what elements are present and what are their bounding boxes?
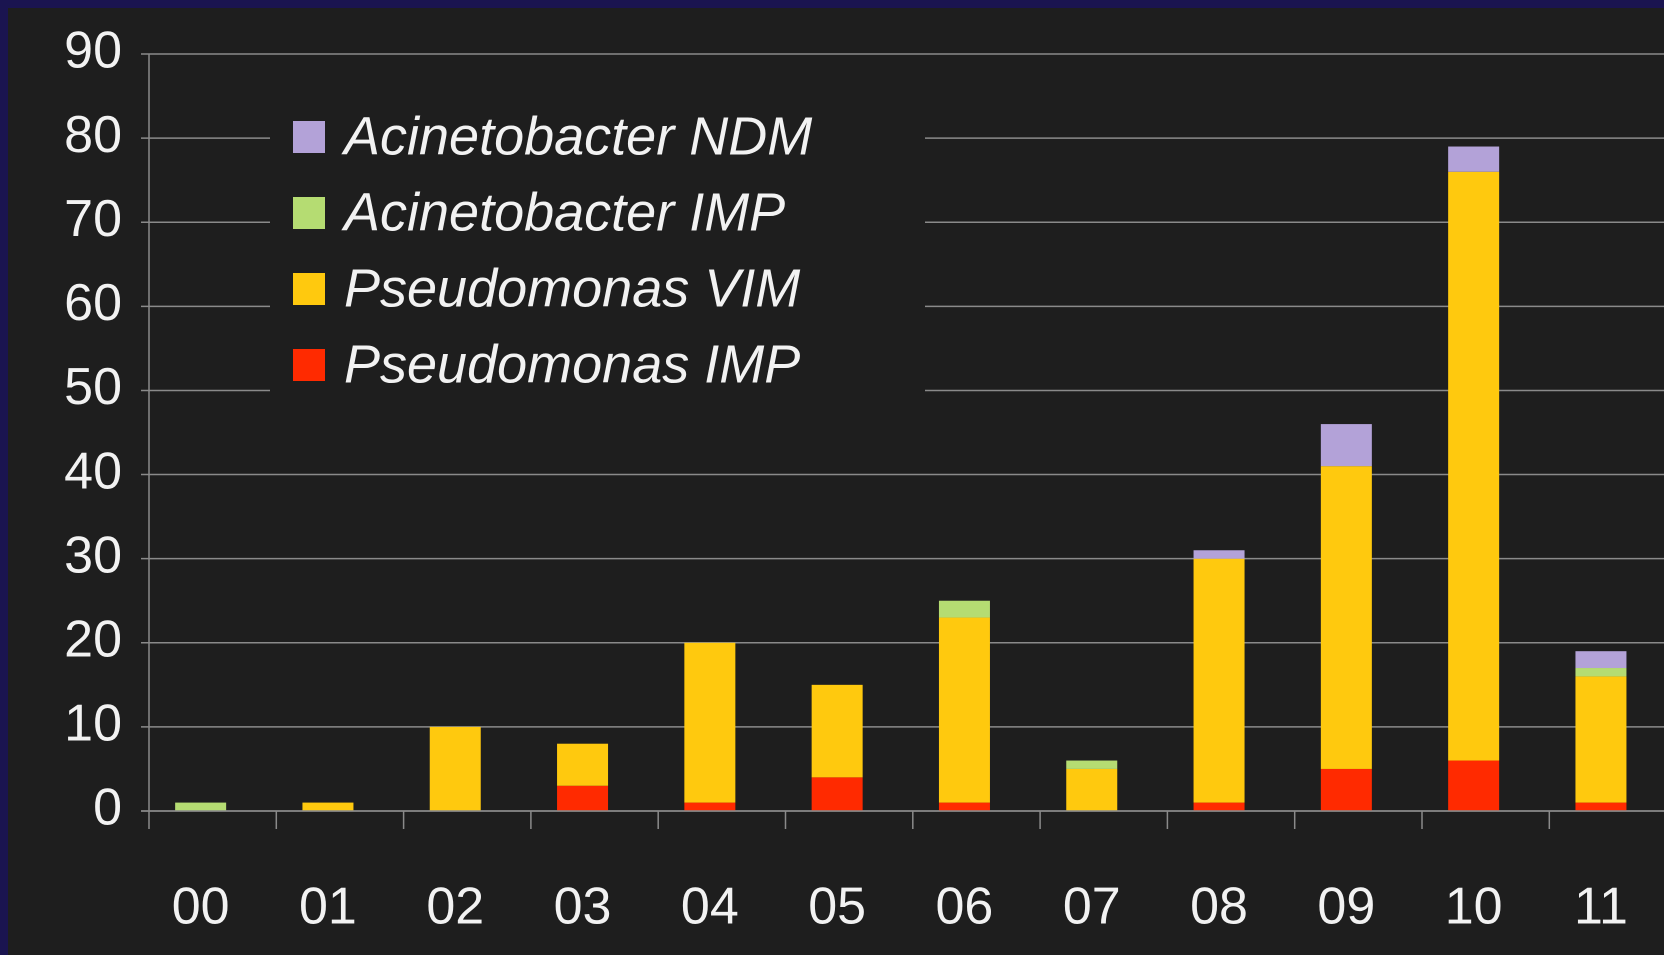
y-tick-label: 50 (64, 358, 122, 416)
bar-segment (175, 802, 227, 811)
legend-swatch (293, 273, 325, 305)
bar-segment (1320, 768, 1372, 811)
bar-segment (1193, 558, 1245, 803)
bar-segment (1575, 802, 1627, 811)
x-tick-label: 00 (172, 878, 230, 936)
y-tick-label: 60 (64, 274, 122, 332)
y-tick-label: 30 (64, 526, 122, 584)
bar-segment (938, 802, 990, 811)
y-tick-label: 40 (64, 442, 122, 500)
bar-segment (1448, 171, 1500, 761)
bar-segment (1575, 676, 1627, 803)
bar-segment (1066, 760, 1118, 769)
x-tick-label: 07 (1063, 878, 1121, 936)
bar-segment (302, 802, 354, 811)
x-tick-label: 03 (554, 878, 612, 936)
x-tick-label: 05 (808, 878, 866, 936)
legend-swatch (293, 349, 325, 381)
y-tick-label: 10 (64, 695, 122, 753)
bar-segment (1448, 760, 1500, 811)
legend-label: Acinetobacter IMP (341, 182, 785, 242)
y-tick-label: 80 (64, 106, 122, 164)
x-tick-label: 01 (299, 878, 357, 936)
legend-swatch (293, 121, 325, 153)
legend-label: Pseudomonas VIM (344, 258, 800, 318)
x-tick-label: 11 (1574, 878, 1628, 936)
bar-segment (1448, 146, 1500, 172)
bar-segment (938, 600, 990, 618)
bar-segment (557, 785, 609, 811)
bar-segment (1320, 466, 1372, 769)
legend-box (270, 106, 925, 406)
x-tick-label: 06 (936, 878, 994, 936)
y-tick-label: 0 (93, 779, 122, 837)
x-tick-label: 09 (1317, 878, 1375, 936)
bar-segment (557, 743, 609, 786)
legend-label: Pseudomonas IMP (344, 334, 800, 394)
bar-segment (1193, 802, 1245, 811)
x-tick-label: 04 (681, 878, 739, 936)
x-tick-label: 02 (426, 878, 484, 936)
bar-segment (811, 777, 863, 811)
legend-swatch (293, 197, 325, 229)
x-tick-label: 08 (1190, 878, 1248, 936)
bar-segment (1575, 651, 1627, 669)
bar-segment (684, 802, 736, 811)
y-tick-label: 70 (64, 190, 122, 248)
bar-segment (1193, 550, 1245, 559)
bar-segment (1575, 668, 1627, 677)
legend-label: Acinetobacter NDM (341, 106, 812, 166)
x-tick-label: 10 (1445, 878, 1503, 936)
bar-segment (684, 642, 736, 803)
bar-segment (938, 617, 990, 803)
bar-segment (1320, 424, 1372, 467)
bar-segment (811, 684, 863, 778)
bar-segment (429, 726, 481, 811)
bar-segment (1066, 768, 1118, 811)
y-tick-label: 20 (64, 611, 122, 669)
y-tick-label: 90 (64, 22, 122, 80)
